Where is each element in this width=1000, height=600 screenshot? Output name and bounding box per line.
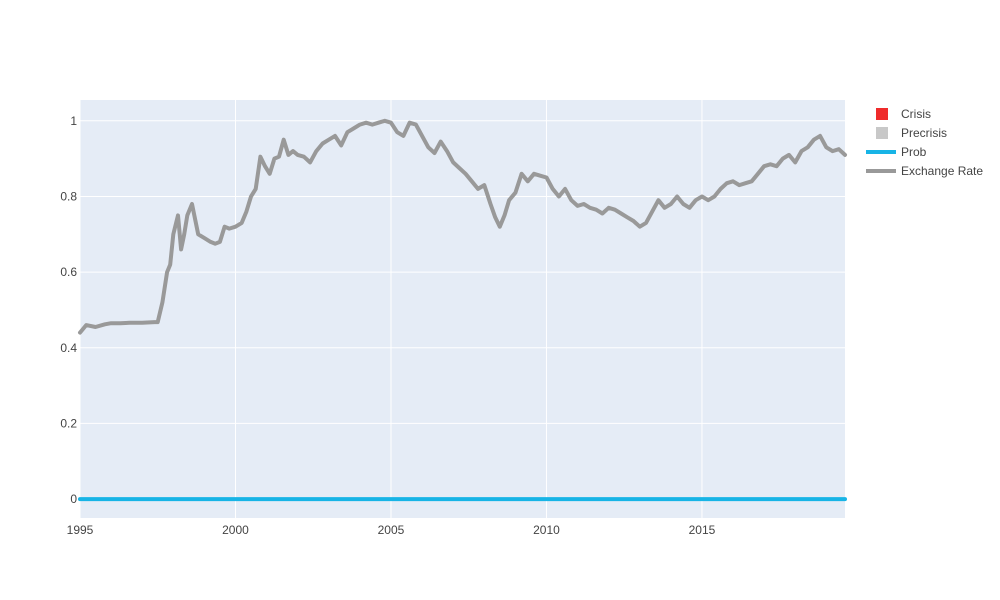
y-tick-label: 0.8: [60, 189, 77, 203]
legend[interactable]: Crisis Precrisis Prob Exchange Rate: [866, 107, 983, 178]
legend-swatch: [876, 108, 888, 120]
plot-area: [80, 100, 845, 518]
x-tick-label: 1995: [67, 523, 94, 537]
gridlines: [79, 100, 845, 518]
y-tick-label: 0.4: [60, 341, 77, 355]
y-tick-label: 0: [70, 492, 77, 506]
legend-item-exchange-rate[interactable]: Exchange Rate: [866, 164, 983, 178]
legend-label: Exchange Rate: [901, 164, 983, 178]
legend-swatch: [876, 127, 888, 139]
legend-label: Precrisis: [901, 126, 947, 140]
x-axis-ticks: 1995 2000 2005 2010 2015: [67, 523, 716, 537]
y-tick-label: 0.2: [60, 416, 77, 430]
x-tick-label: 2010: [533, 523, 560, 537]
legend-item-precrisis[interactable]: Precrisis: [876, 126, 947, 140]
legend-label: Crisis: [901, 107, 931, 121]
legend-item-prob[interactable]: Prob: [866, 145, 927, 159]
series-line-exchange-rate[interactable]: [78, 118, 847, 335]
legend-label: Prob: [901, 145, 927, 159]
y-tick-label: 1: [70, 114, 77, 128]
x-tick-label: 2000: [222, 523, 249, 537]
series-layer: [78, 118, 847, 502]
y-tick-label: 0.6: [60, 265, 77, 279]
x-tick-label: 2015: [689, 523, 716, 537]
legend-item-crisis[interactable]: Crisis: [876, 107, 931, 121]
x-tick-label: 2005: [378, 523, 405, 537]
y-axis-ticks: 0 0.2 0.4 0.6 0.8 1: [60, 114, 77, 506]
